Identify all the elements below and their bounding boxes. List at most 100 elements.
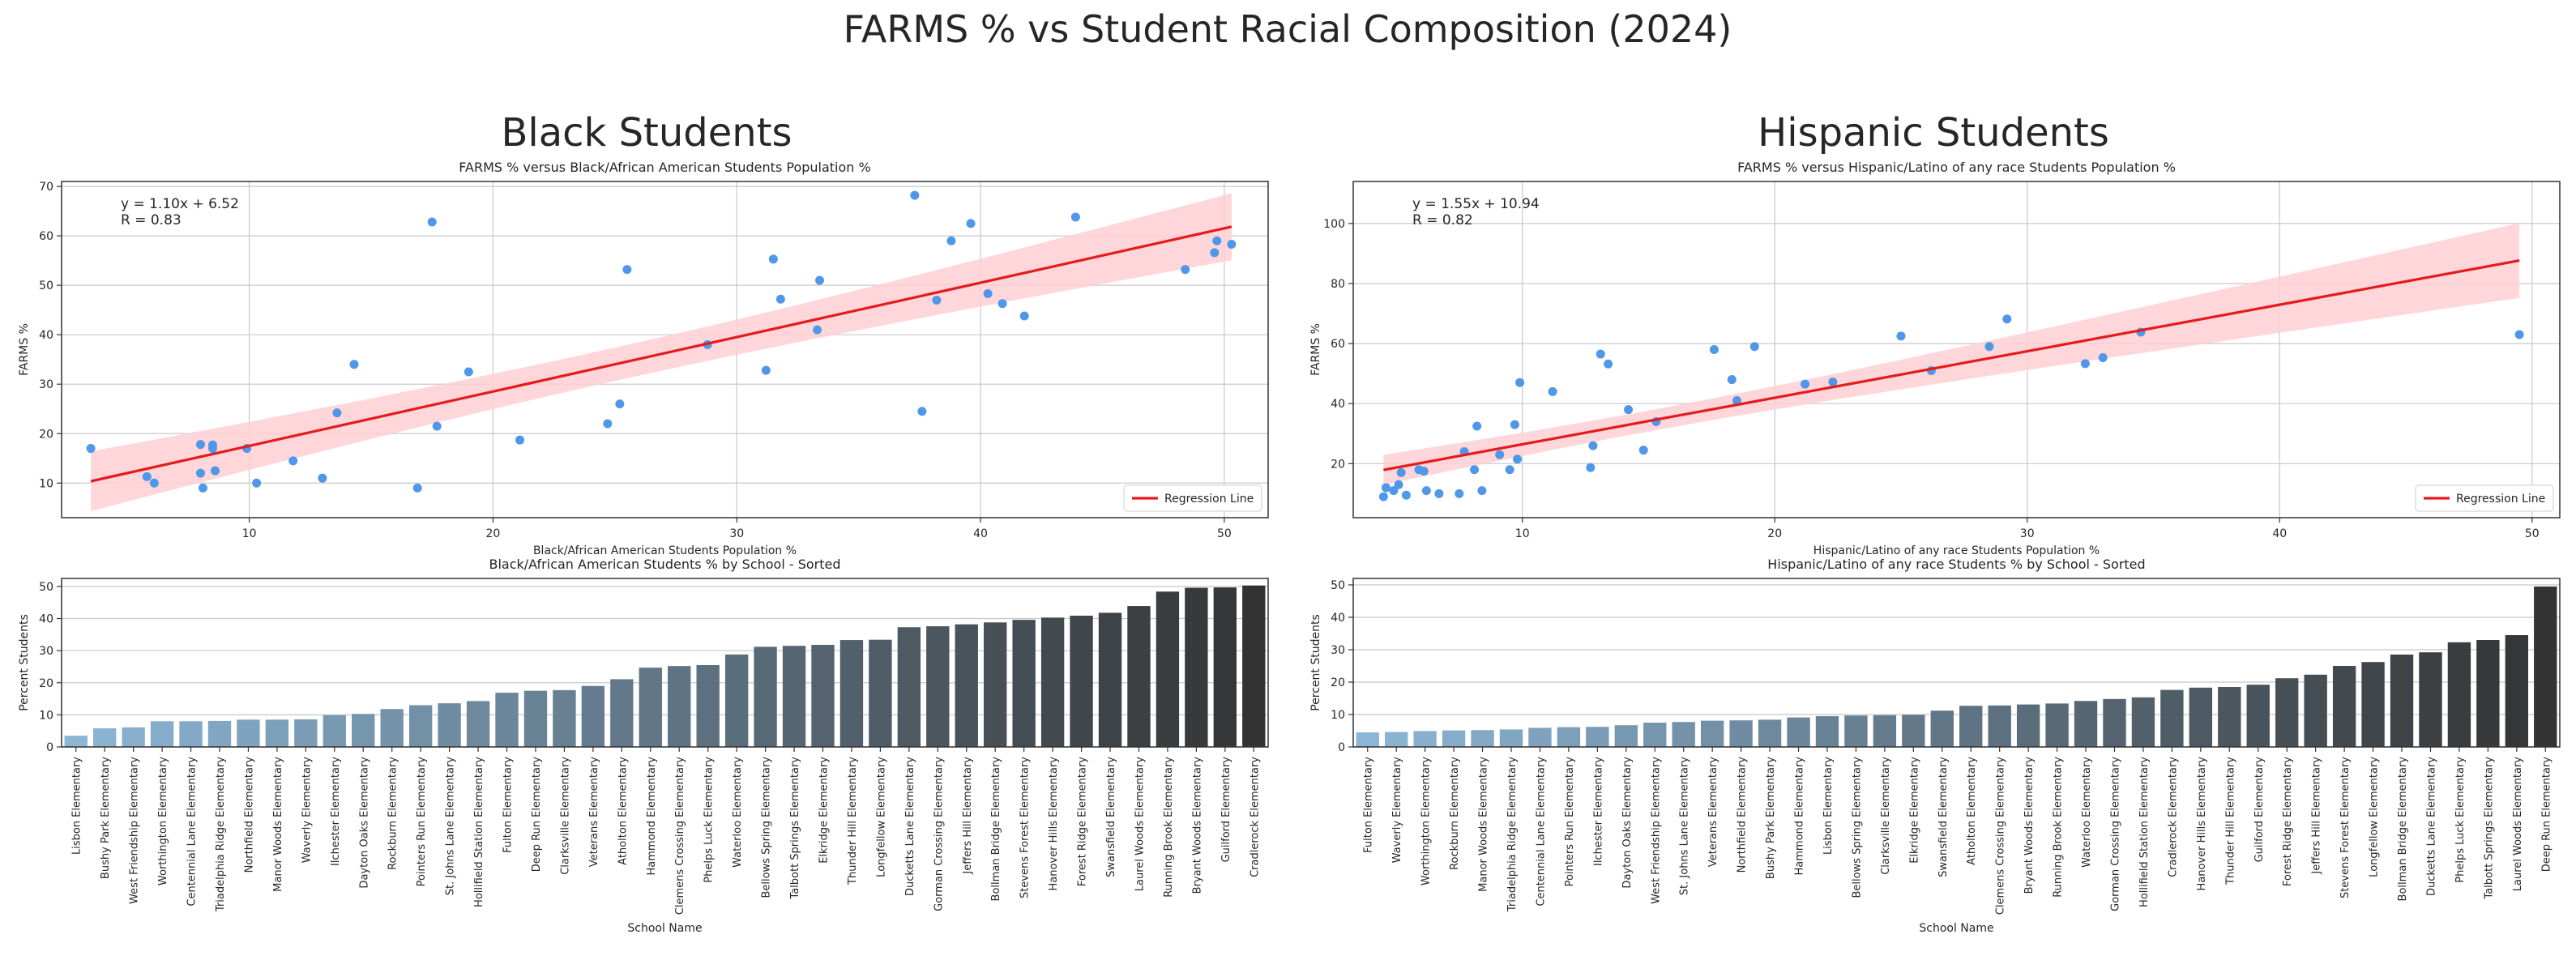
- scatter-hispanic-data-point: [1984, 342, 1994, 352]
- bar-hispanic-bar: [1413, 731, 1437, 747]
- bar-black-bar: [64, 736, 88, 747]
- bar-hispanic-category-label: Thunder Hill Elementary: [2224, 757, 2236, 885]
- scatter-black-data-point: [946, 236, 956, 245]
- bar-black-category-label: Lisbon Elementary: [71, 757, 83, 855]
- bar-hispanic-bar: [1729, 720, 1753, 747]
- scatter-black-y-axis-label: FARMS %: [18, 323, 31, 376]
- bar-hispanic-category-label: Longfellow Elementary: [2369, 757, 2381, 877]
- scatter-hispanic-data-point: [1709, 345, 1719, 354]
- bar-hispanic-bar: [1384, 732, 1408, 747]
- scatter-black-data-point: [998, 299, 1007, 309]
- bar-black-category-label: Longfellow Elementary: [875, 757, 887, 877]
- scatter-hispanic-legend-label: Regression Line: [2456, 493, 2545, 506]
- scatter-black-data-point: [932, 295, 942, 305]
- bar-hispanic-bar: [2275, 678, 2299, 747]
- bar-hispanic-category-label: Swansfield Elementary: [1937, 757, 1950, 877]
- scatter-black-x-tick-label: 50: [1217, 527, 1232, 540]
- bar-black-category-label: Running Brook Elementary: [1163, 757, 1175, 898]
- bar-black-category-label: Hammond Elementary: [646, 757, 658, 876]
- bar-black-category-label: Dayton Oaks Elementary: [358, 757, 370, 889]
- scatter-black-data-point: [983, 289, 993, 299]
- scatter-hispanic-data-point: [1470, 465, 1480, 475]
- bar-hispanic-category-label: Cradlerock Elementary: [2167, 757, 2179, 877]
- scatter-black-x-tick-label: 20: [486, 527, 501, 540]
- scatter-hispanic-x-tick-label: 50: [2525, 527, 2540, 540]
- bar-black-category-label: Pointers Run Elementary: [416, 757, 428, 887]
- scatter-black-data-point: [432, 421, 442, 431]
- bar-black-y-axis-label: Percent Students: [18, 614, 31, 711]
- bar-black-bar: [122, 727, 145, 747]
- bar-black-bar: [495, 693, 519, 747]
- bar-black-bar: [811, 645, 835, 747]
- scatter-black-data-point: [198, 483, 207, 493]
- bar-hispanic-bar: [1844, 715, 1868, 747]
- scatter-black-data-point: [966, 219, 976, 228]
- bar-hispanic-category-label: Fulton Elementary: [1363, 757, 1375, 853]
- bar-hispanic-category-label: Hanover Hills Elementary: [2196, 757, 2208, 891]
- scatter-hispanic-data-point: [1727, 375, 1737, 385]
- bar-hispanic-bar: [2390, 655, 2414, 747]
- bar-black-category-label: Elkridge Elementary: [818, 757, 830, 864]
- bar-hispanic-y-tick-label: 10: [1331, 709, 1345, 722]
- bar-hispanic-bar: [2189, 687, 2213, 747]
- bar-hispanic-y-axis-label: Percent Students: [1309, 614, 1322, 711]
- scatter-hispanic-data-point: [2002, 314, 2012, 324]
- bar-black-bar: [984, 622, 1007, 747]
- scatter-hispanic-data-point: [1828, 378, 1838, 387]
- bar-black-bar: [294, 719, 318, 747]
- bar-black-bar: [639, 668, 662, 747]
- bar-black-category-label: Rockburn Elementary: [387, 757, 399, 870]
- bar-hispanic-bar: [2218, 687, 2241, 747]
- scatter-black-data-point: [1212, 236, 1222, 245]
- scatter-black-data-point: [208, 444, 218, 454]
- scatter-black-y-tick-label: 40: [39, 329, 53, 342]
- bar-black-bar: [466, 701, 490, 747]
- scatter-hispanic-y-tick-label: 40: [1331, 398, 1345, 411]
- scatter-hispanic-data-point: [1389, 486, 1399, 496]
- bar-black-category-label: Fulton Elementary: [502, 757, 515, 853]
- scatter-black-data-point: [775, 294, 785, 304]
- bar-black-category-label: Jeffers Hill Elementary: [962, 757, 974, 875]
- bar-hispanic-plot: 0 10 20 30 40 50 Fulton Elementary Waverly Elem…: [1309, 557, 2561, 935]
- bar-hispanic-bar: [1930, 710, 1954, 747]
- scatter-black-data-point: [515, 435, 525, 445]
- bar-hispanic-bar: [2476, 640, 2500, 747]
- scatter-black-data-point: [142, 471, 152, 481]
- scatter-black-data-point: [318, 473, 327, 483]
- bar-hispanic-bar: [1873, 715, 1897, 747]
- scatter-hispanic-data-point: [1548, 386, 1557, 396]
- scatter-hispanic-x-axis-label: Hispanic/Latino of any race Students Pop…: [1813, 544, 2100, 557]
- bar-hispanic-category-label: Talbott Springs Elementary: [2483, 757, 2495, 900]
- scatter-hispanic-data-point: [1588, 441, 1598, 450]
- scatter-black-y-tick-label: 70: [39, 181, 53, 194]
- scatter-hispanic-x-tick-label: 20: [1767, 527, 1782, 540]
- bar-hispanic-category-label: Triadelphia Ridge Elementary: [1506, 757, 1519, 912]
- bar-hispanic-bar: [1356, 732, 1379, 747]
- scatter-hispanic-data-point: [2098, 353, 2108, 363]
- bar-hispanic-bar: [1815, 716, 1839, 747]
- bar-hispanic-bar: [2332, 666, 2356, 747]
- bar-hispanic-bar: [1758, 719, 1782, 747]
- bar-hispanic-bar: [1499, 729, 1523, 747]
- scatter-hispanic-data-point: [1732, 395, 1741, 405]
- bar-hispanic-category-label: Gorman Crossing Elementary: [2109, 757, 2121, 911]
- bar-black-bar: [839, 640, 864, 747]
- bar-black-bar: [380, 709, 404, 747]
- scatter-black-data-point: [761, 365, 771, 375]
- bar-hispanic-category-label: Hollifield Station Elementary: [2138, 757, 2151, 907]
- bar-hispanic-bar: [1614, 725, 1638, 747]
- bar-black-category-label: Talbott Springs Elementary: [789, 757, 801, 900]
- bar-black-bar: [581, 685, 605, 747]
- scatter-black-x-tick-label: 10: [242, 527, 257, 540]
- bar-hispanic-category-label: Ilchester Elementary: [1592, 757, 1604, 866]
- scatter-black-data-point: [86, 444, 96, 454]
- scatter-black-data-point: [332, 408, 342, 418]
- bar-hispanic-bar: [2361, 662, 2385, 747]
- bar-hispanic-bar: [2534, 587, 2557, 747]
- scatter-black-data-point: [603, 419, 613, 429]
- bar-hispanic-y-tick-label: 30: [1331, 644, 1345, 657]
- bar-hispanic-category-label: Waverly Elementary: [1391, 757, 1403, 864]
- scatter-hispanic-axes-title: FARMS % versus Hispanic/Latino of any ra…: [1737, 160, 2176, 175]
- bar-hispanic-bar: [2016, 704, 2040, 747]
- bar-black-bar: [782, 646, 806, 747]
